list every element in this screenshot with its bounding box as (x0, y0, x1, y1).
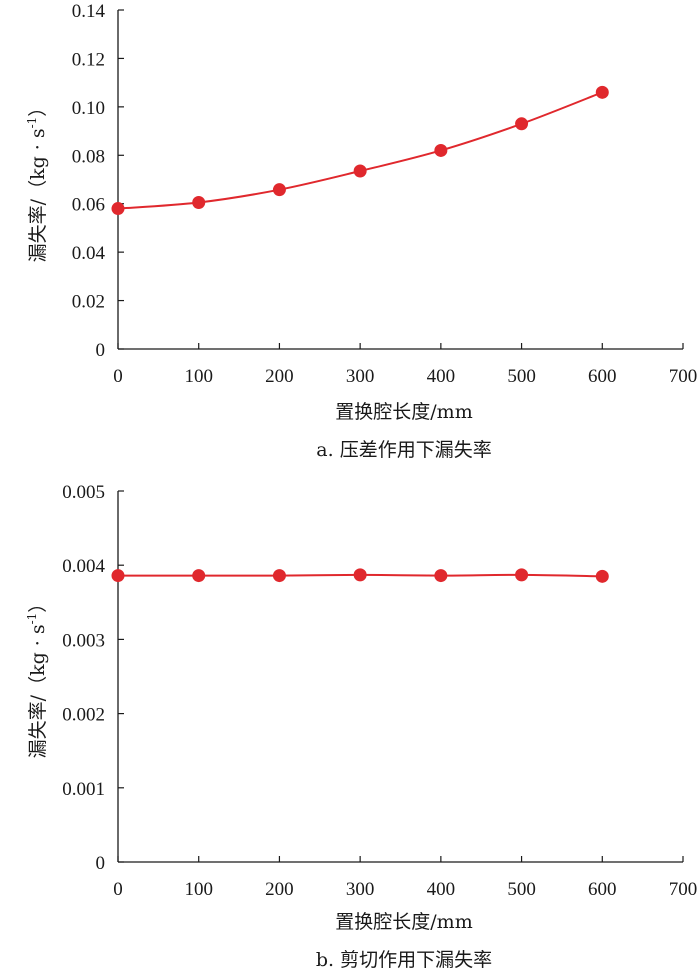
chart-b-data-point (111, 569, 125, 583)
chart-a-x-tick-label: 100 (184, 366, 213, 387)
chart-a-data-point (353, 164, 367, 178)
chart-a-x-axis-label: 置换腔长度/mm (335, 401, 472, 423)
chart-a-y-ticks: 0 0.02 0.04 0.06 0.08 0.10 0.12 0.14 (72, 1, 124, 361)
chart-b-y-tick-label: 0.001 (62, 779, 105, 800)
chart-a-x-tick-label: 0 (113, 366, 123, 387)
chart-b-x-tick-label: 600 (588, 879, 617, 900)
chart-a-y-tick-label: 0 (96, 340, 106, 361)
chart-a-x-ticks: 0 100 200 300 400 500 600 700 (113, 343, 697, 387)
chart-a-series-line (117, 91, 603, 210)
chart-a-y-tick-label: 0.06 (72, 195, 105, 216)
chart-b-y-tick-label: 0.004 (62, 556, 105, 577)
chart-b-caption: b. 剪切作用下漏失率 (316, 949, 492, 971)
chart-a-y-tick-label: 0.10 (72, 98, 105, 119)
chart-a-y-tick-label: 0.04 (72, 243, 106, 264)
chart-a-x-tick-label: 700 (669, 366, 698, 387)
chart-b-y-tick-label: 0 (96, 853, 106, 874)
chart-a-data-point (595, 85, 609, 99)
chart-a-data-point (515, 117, 529, 131)
chart-b-x-tick-label: 500 (507, 879, 536, 900)
chart-a-caption: a. 压差作用下漏失率 (316, 439, 491, 461)
chart-a-x-tick-label: 300 (346, 366, 375, 387)
chart-b-x-ticks: 0 100 200 300 400 500 600 700 (113, 856, 697, 900)
chart-a-y-tick-label: 0.14 (72, 1, 106, 22)
chart-b-data-point (434, 569, 448, 583)
chart-b-y-tick-label: 0.005 (62, 482, 105, 503)
chart-a-y-tick-label: 0.12 (72, 49, 105, 70)
chart-a-x-tick-label: 400 (427, 366, 456, 387)
chart-a-data-point (111, 202, 125, 216)
chart-b-x-tick-label: 400 (427, 879, 456, 900)
chart-a-data-point (272, 183, 286, 197)
chart-b-data-point (353, 568, 367, 582)
chart-a-data-point (434, 143, 448, 157)
chart-b-x-tick-label: 300 (346, 879, 375, 900)
chart-a-axes (117, 10, 683, 350)
chart-b-y-tick-label: 0.002 (62, 705, 105, 726)
chart-a-y-tick-label: 0.08 (72, 146, 105, 167)
chart-b-y-ticks: 0 0.001 0.002 0.003 0.004 0.005 (62, 482, 124, 874)
chart-b-x-axis-label: 置换腔长度/mm (335, 911, 472, 933)
chart-a-x-tick-label: 200 (265, 366, 294, 387)
chart-a-pressure-difference: 0 100 200 300 400 500 600 700 0 0.02 0.04 0.06 0.08… (25, 1, 697, 461)
chart-b-y-axis-label: 漏失率/（kg · s-1） (25, 594, 49, 759)
chart-b-data-point (272, 569, 286, 583)
chart-a-x-tick-label: 500 (507, 366, 536, 387)
chart-b-x-tick-label: 700 (669, 879, 698, 900)
chart-b-x-tick-label: 0 (113, 879, 123, 900)
chart-a-data-point (192, 196, 206, 210)
chart-b-series (111, 568, 609, 583)
chart-a-x-tick-label: 600 (588, 366, 617, 387)
chart-b-data-point (515, 568, 529, 582)
chart-b-data-point (595, 569, 609, 583)
chart-b-x-tick-label: 100 (184, 879, 213, 900)
chart-b-y-tick-label: 0.003 (62, 630, 105, 651)
chart-b-shear: 0 100 200 300 400 500 600 700 00.0010.0020.0030… (25, 482, 697, 971)
chart-b-x-tick-label: 200 (265, 879, 294, 900)
chart-a-series (111, 85, 609, 216)
chart-a-y-axis-label: 漏失率/（kg · s-1） (25, 98, 49, 263)
chart-b-data-point (192, 569, 206, 583)
chart-a-y-tick-label: 0.02 (72, 292, 105, 313)
chart-b-axes (117, 491, 683, 863)
